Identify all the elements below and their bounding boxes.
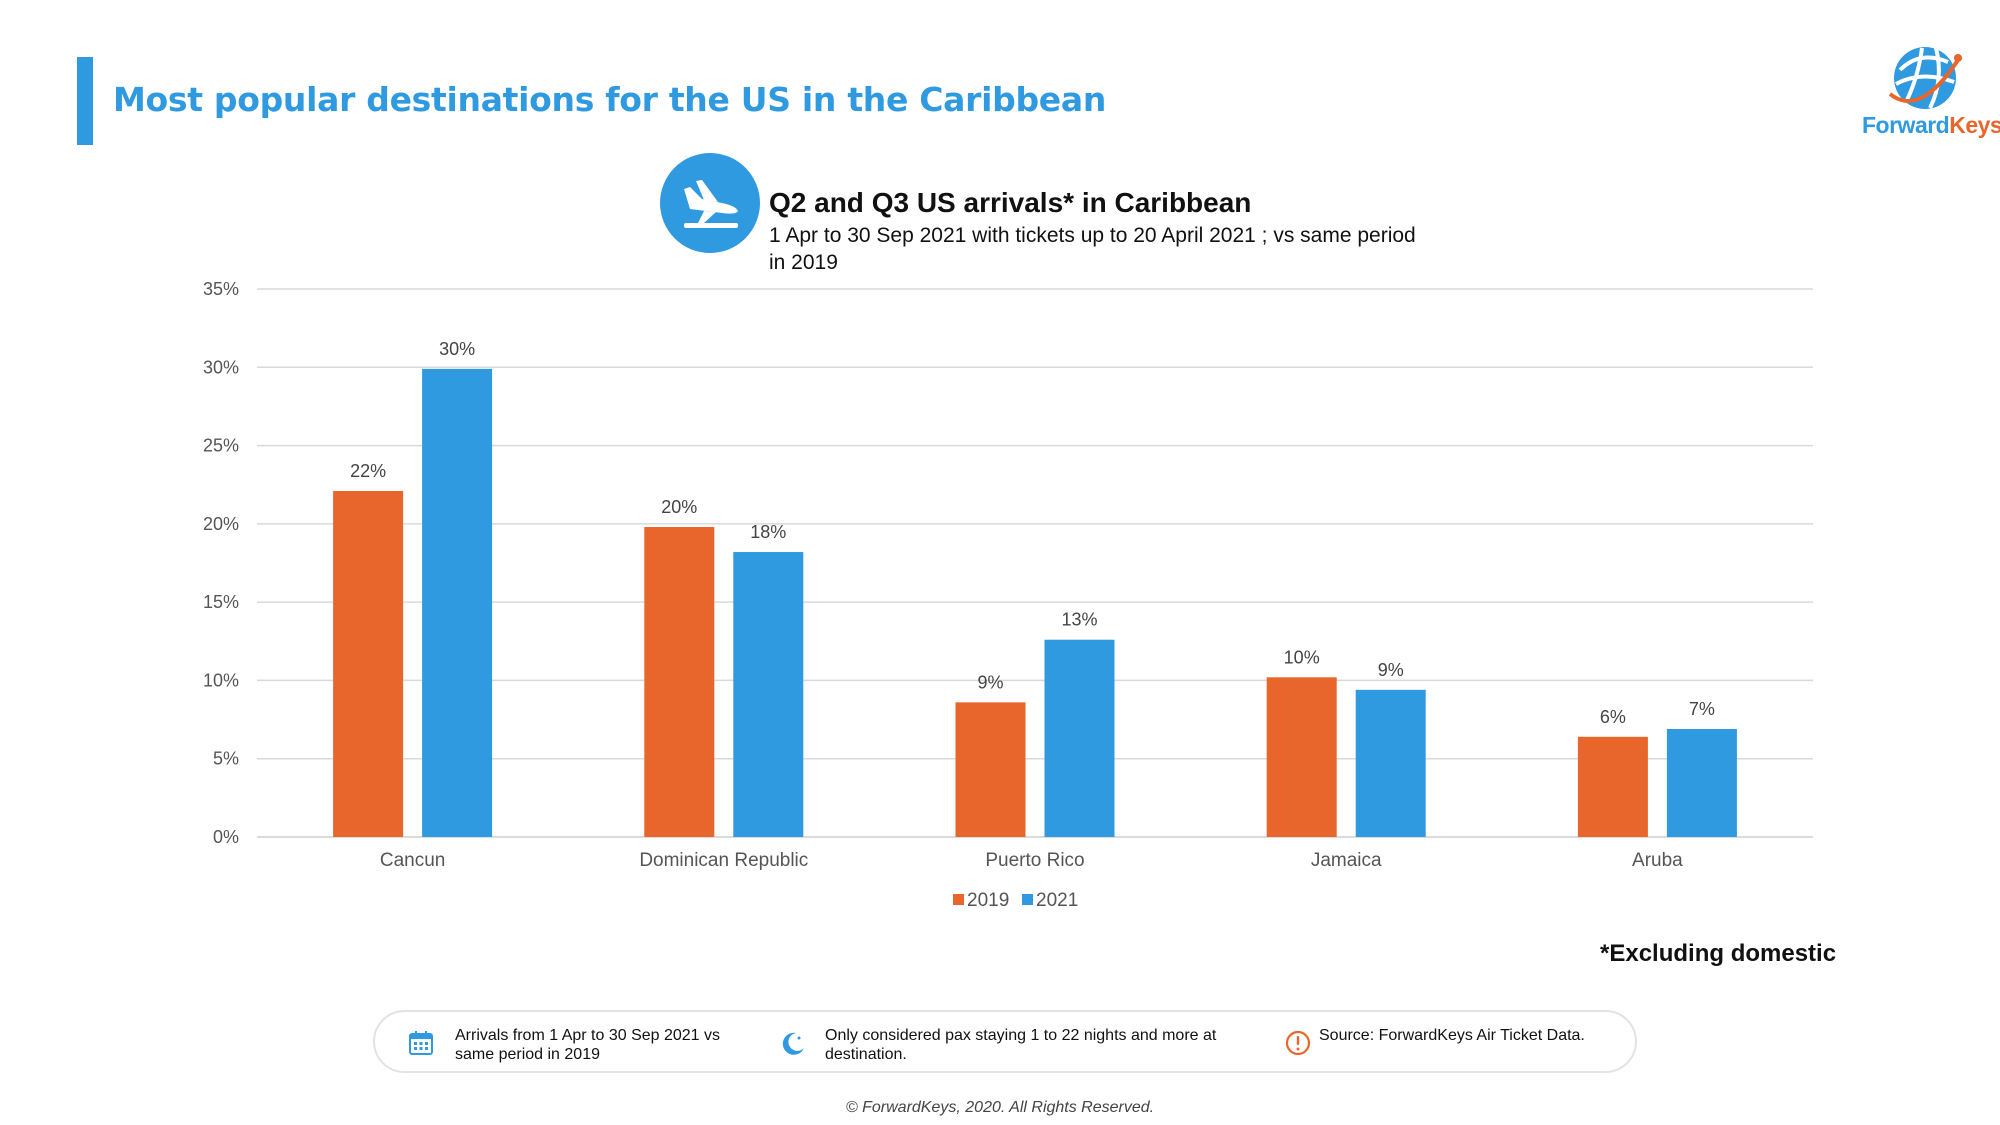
legend-label-2021: 2021: [1036, 890, 1078, 911]
bar-2021-jamaica: [1355, 689, 1426, 837]
plane-landing-icon: [660, 153, 760, 253]
chart-subtitle: 1 Apr to 30 Sep 2021 with tickets up to …: [769, 224, 1416, 274]
info-source: Source: ForwardKeys Air Ticket Data.: [1319, 1027, 1585, 1044]
data-label: 9%: [1378, 660, 1404, 680]
bar-2019-jamaica: [1266, 677, 1337, 837]
bar-2019-aruba: [1577, 736, 1648, 837]
y-tick-label: 20%: [203, 514, 239, 534]
y-tick-label: 0%: [213, 827, 239, 847]
data-label: 18%: [750, 522, 786, 542]
calendar-icon: [409, 1031, 433, 1055]
x-tick-label: Jamaica: [1311, 850, 1382, 871]
data-label: 30%: [439, 339, 475, 359]
x-tick-label: Dominican Republic: [639, 850, 808, 871]
data-label: 9%: [977, 672, 1003, 692]
data-label: 13%: [1061, 610, 1097, 630]
page-title: Most popular destinations for the US in …: [113, 80, 1107, 119]
y-tick-label: 35%: [203, 279, 239, 299]
bar-2021-cancun: [422, 368, 493, 837]
title-accent-bar: [77, 57, 93, 145]
info-stay: Only considered pax staying 1 to 22 nigh…: [825, 1027, 1217, 1063]
data-label: 10%: [1284, 647, 1320, 667]
globe-logo-icon: [1888, 47, 1962, 109]
bar-2019-dominican-republic: [644, 526, 715, 837]
data-label: 20%: [661, 497, 697, 517]
logo-wordmark: ForwardKeys: [1862, 112, 2000, 138]
bar-2021-aruba: [1666, 728, 1737, 837]
y-tick-label: 5%: [213, 749, 239, 769]
legend-swatch-2021: [1022, 894, 1033, 905]
data-label: 22%: [350, 461, 386, 481]
x-tick-label: Cancun: [380, 850, 446, 871]
alert-icon: [1285, 1030, 1311, 1056]
y-tick-label: 30%: [203, 357, 239, 377]
info-dates: Arrivals from 1 Apr to 30 Sep 2021 vs sa…: [455, 1027, 721, 1063]
chart-title: Q2 and Q3 US arrivals* in Caribbean: [769, 187, 1252, 218]
y-tick-label: 15%: [203, 592, 239, 612]
bar-2021-dominican-republic: [733, 552, 804, 837]
x-tick-label: Aruba: [1632, 850, 1683, 871]
data-label: 6%: [1600, 707, 1626, 727]
info-panel: Arrivals from 1 Apr to 30 Sep 2021 vs sa…: [373, 1010, 1637, 1073]
copyright: © ForwardKeys, 2020. All Rights Reserved…: [845, 1099, 1155, 1116]
bar-2021-puerto-rico: [1044, 639, 1115, 837]
legend-label-2019: 2019: [967, 890, 1009, 911]
y-tick-label: 10%: [203, 670, 239, 690]
moon-icon: [782, 1032, 804, 1055]
x-tick-label: Puerto Rico: [985, 850, 1084, 871]
data-label: 7%: [1689, 699, 1715, 719]
footnote: *Excluding domestic: [1600, 940, 1837, 967]
y-tick-label: 25%: [203, 436, 239, 456]
legend-swatch-2019: [953, 894, 964, 905]
bar-2019-cancun: [333, 490, 404, 837]
bar-2019-puerto-rico: [955, 702, 1026, 837]
